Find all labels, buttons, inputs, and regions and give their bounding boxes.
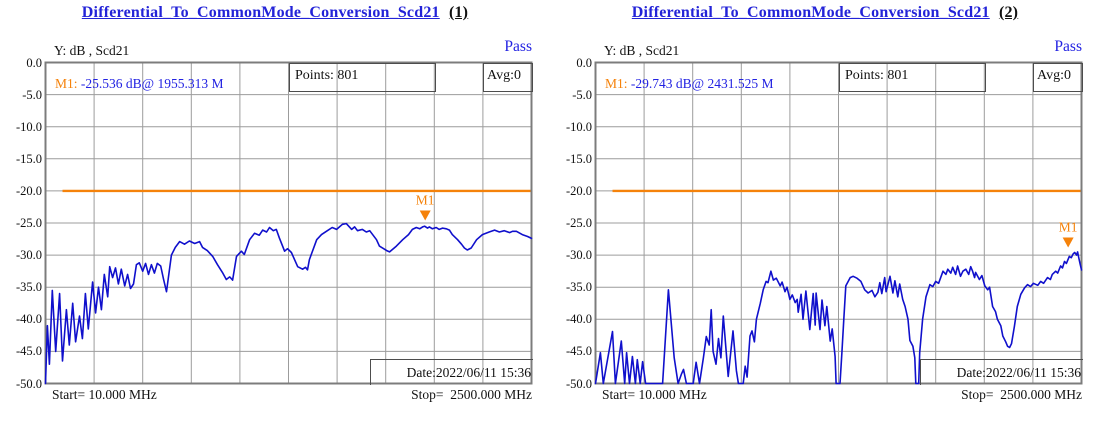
chart-title-index: (1) bbox=[448, 4, 469, 21]
date-stamp-box: Date:2022/06/11 15:36 bbox=[920, 359, 1083, 385]
chart-panel-2: Differential_To_CommonMode_Conversion_Sc… bbox=[550, 0, 1100, 424]
y-tick-label: -15.0 bbox=[565, 151, 592, 166]
y-tick-label: -20.0 bbox=[15, 183, 42, 198]
y-tick-label: -35.0 bbox=[565, 280, 592, 295]
stop-frequency-label: Stop= 2500.000 MHz bbox=[961, 387, 1082, 402]
marker-label: M1 bbox=[416, 192, 435, 207]
averaging-box: Avg:0 bbox=[1033, 63, 1083, 92]
y-tick-label: -5.0 bbox=[572, 87, 592, 102]
plot-area: M1 bbox=[594, 61, 1083, 385]
chart-title-text: Differential_To_CommonMode_Conversion_Sc… bbox=[631, 4, 990, 21]
marker-readout-value: -29.743 dB@ 2431.525 M bbox=[627, 76, 774, 91]
y-tick-label: -5.0 bbox=[22, 87, 42, 102]
y-tick-label: -45.0 bbox=[15, 344, 42, 359]
y-tick-label: -10.0 bbox=[15, 119, 42, 134]
y-tick-label: -10.0 bbox=[565, 119, 592, 134]
chart-title-text: Differential_To_CommonMode_Conversion_Sc… bbox=[81, 4, 440, 21]
marker-readout-value: -25.536 dB@ 1955.313 M bbox=[77, 76, 224, 91]
y-axis-tick-labels: 0.0 -5.0 -10.0 -15.0 -20.0 -25.0 -30.0 -35.0 -40… bbox=[550, 0, 592, 424]
y-tick-label: -50.0 bbox=[565, 376, 592, 391]
y-tick-label: -50.0 bbox=[15, 376, 42, 391]
measurement-trace bbox=[594, 251, 1083, 385]
date-stamp-box: Date:2022/06/11 15:36 bbox=[370, 359, 533, 385]
start-frequency-label: Start= 10.000 MHz bbox=[602, 387, 707, 402]
marker-readout: M1: -25.536 dB@ 1955.313 M bbox=[55, 76, 223, 92]
chart-panel-1: Differential_To_CommonMode_Conversion_Sc… bbox=[0, 0, 550, 424]
y-axis-label: Y: dB , Scd21 bbox=[604, 43, 680, 58]
chart-title: Differential_To_CommonMode_Conversion_Sc… bbox=[550, 4, 1100, 22]
start-frequency-label: Start= 10.000 MHz bbox=[52, 387, 157, 402]
y-tick-label: -30.0 bbox=[565, 248, 592, 263]
y-tick-label: -30.0 bbox=[15, 248, 42, 263]
y-axis-label: Y: dB , Scd21 bbox=[54, 43, 130, 58]
y-tick-label: -15.0 bbox=[15, 151, 42, 166]
y-tick-label: -20.0 bbox=[565, 183, 592, 198]
averaging-box: Avg:0 bbox=[483, 63, 533, 92]
plot-border bbox=[44, 61, 533, 385]
y-tick-label: -25.0 bbox=[15, 216, 42, 230]
y-tick-label: -25.0 bbox=[565, 216, 592, 230]
pass-status-badge: Pass bbox=[504, 38, 532, 55]
points-count-box: Points: 801 bbox=[839, 63, 986, 92]
marker-triangle-icon bbox=[1062, 237, 1074, 248]
marker-label: M1 bbox=[1059, 219, 1078, 234]
marker-readout-label: M1: bbox=[605, 76, 628, 91]
y-tick-label: -35.0 bbox=[15, 280, 42, 295]
y-tick-label: -40.0 bbox=[565, 312, 592, 327]
measurement-trace bbox=[44, 222, 533, 385]
chart-title-index: (2) bbox=[998, 4, 1019, 21]
plot-area: M1 bbox=[44, 61, 533, 385]
points-count-box: Points: 801 bbox=[289, 63, 436, 92]
marker-triangle-icon bbox=[419, 210, 431, 221]
stop-frequency-label: Stop= 2500.000 MHz bbox=[411, 387, 532, 402]
y-tick-label: 0.0 bbox=[576, 55, 592, 70]
chart-title: Differential_To_CommonMode_Conversion_Sc… bbox=[0, 4, 550, 22]
y-tick-label: 0.0 bbox=[26, 55, 42, 70]
pass-status-badge: Pass bbox=[1054, 38, 1082, 55]
y-axis-tick-labels: 0.0 -5.0 -10.0 -15.0 -20.0 -25.0 -30.0 -35.0 -40… bbox=[0, 0, 42, 424]
y-tick-label: -45.0 bbox=[565, 344, 592, 359]
marker-readout-label: M1: bbox=[55, 76, 78, 91]
y-tick-label: -40.0 bbox=[15, 312, 42, 327]
marker-readout: M1: -29.743 dB@ 2431.525 M bbox=[605, 76, 773, 92]
